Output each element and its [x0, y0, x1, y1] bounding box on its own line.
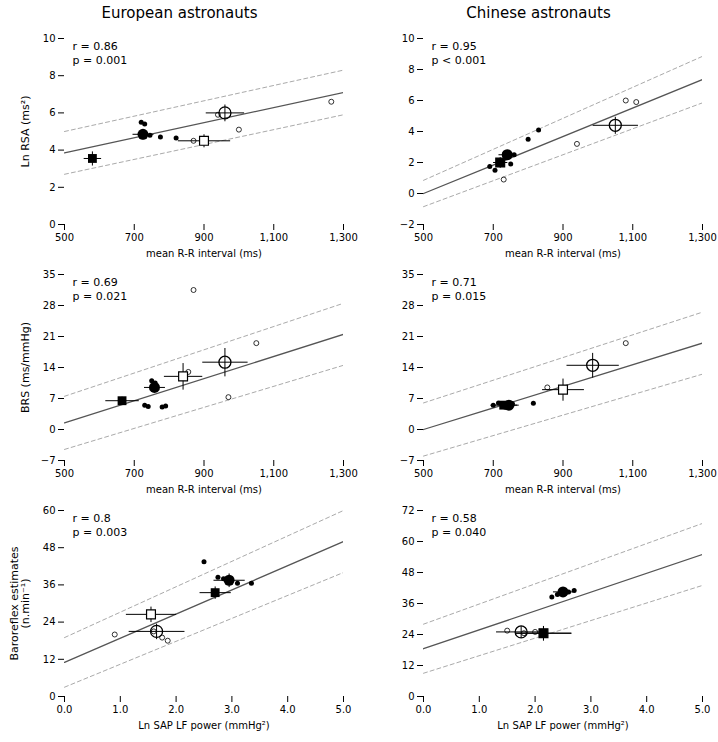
- svg-text:21: 21: [43, 331, 56, 342]
- svg-text:0: 0: [408, 424, 414, 435]
- svg-text:7: 7: [49, 393, 55, 404]
- svg-text:28: 28: [402, 300, 415, 311]
- svg-text:1.0: 1.0: [471, 704, 487, 715]
- svg-text:3.0: 3.0: [583, 704, 599, 715]
- svg-text:4: 4: [408, 126, 414, 137]
- svg-text:4: 4: [49, 144, 55, 155]
- svg-text:−7: −7: [41, 455, 56, 466]
- html-text:European astronauts: European astronauts: [101, 4, 258, 22]
- svg-text:1,300: 1,300: [688, 468, 717, 479]
- svg-text:2.0: 2.0: [168, 704, 184, 715]
- svg-text:r = 0.95: r = 0.95: [432, 40, 477, 53]
- svg-text:Ln RSA (ms²): Ln RSA (ms²): [19, 96, 32, 168]
- svg-text:900: 900: [553, 232, 572, 243]
- svg-text:p = 0.021: p = 0.021: [73, 290, 128, 303]
- svg-text:60: 60: [43, 505, 56, 516]
- svg-text:900: 900: [553, 468, 572, 479]
- svg-text:p = 0.015: p = 0.015: [432, 290, 487, 303]
- svg-text:1,100: 1,100: [618, 468, 647, 479]
- svg-text:3.0: 3.0: [224, 704, 240, 715]
- svg-text:BRS (ms/mmHg): BRS (ms/mmHg): [19, 322, 32, 413]
- svg-text:24: 24: [402, 629, 415, 640]
- svg-text:60: 60: [402, 536, 415, 547]
- html-text:Chinese astronauts: Chinese astronauts: [466, 4, 611, 22]
- svg-text:48: 48: [402, 567, 415, 578]
- svg-text:700: 700: [125, 232, 144, 243]
- svg-text:10: 10: [43, 33, 56, 44]
- svg-text:0: 0: [49, 424, 55, 435]
- svg-text:500: 500: [55, 232, 74, 243]
- svg-text:35: 35: [43, 269, 56, 280]
- svg-text:Ln SAP LF power (mmHg²): Ln SAP LF power (mmHg²): [138, 720, 270, 731]
- svg-text:8: 8: [49, 70, 55, 81]
- svg-text:mean R-R interval (ms): mean R-R interval (ms): [505, 248, 621, 259]
- svg-text:0.0: 0.0: [416, 704, 432, 715]
- svg-text:1.0: 1.0: [112, 704, 128, 715]
- svg-text:1,300: 1,300: [688, 232, 717, 243]
- svg-text:0.0: 0.0: [57, 704, 73, 715]
- svg-text:900: 900: [194, 232, 213, 243]
- svg-text:−2: −2: [400, 219, 415, 230]
- svg-text:0: 0: [408, 691, 414, 702]
- svg-text:14: 14: [43, 362, 56, 373]
- svg-text:28: 28: [43, 300, 56, 311]
- svg-text:5.0: 5.0: [336, 704, 352, 715]
- svg-text:1,100: 1,100: [259, 232, 288, 243]
- svg-text:1,100: 1,100: [259, 468, 288, 479]
- svg-text:r = 0.71: r = 0.71: [432, 276, 477, 289]
- svg-text:6: 6: [408, 95, 414, 106]
- svg-text:0: 0: [408, 188, 414, 199]
- svg-text:r = 0.58: r = 0.58: [432, 512, 477, 525]
- svg-text:p = 0.040: p = 0.040: [432, 526, 487, 539]
- svg-text:1,100: 1,100: [618, 232, 647, 243]
- svg-text:−7: −7: [400, 455, 415, 466]
- svg-text:mean R-R interval (ms): mean R-R interval (ms): [505, 484, 621, 495]
- svg-text:35: 35: [402, 269, 415, 280]
- svg-text:7: 7: [408, 393, 414, 404]
- svg-text:Ln SAP LF power (mmHg²): Ln SAP LF power (mmHg²): [497, 720, 629, 731]
- svg-text:1,300: 1,300: [329, 468, 358, 479]
- svg-text:4.0: 4.0: [280, 704, 296, 715]
- svg-text:mean R-R interval (ms): mean R-R interval (ms): [146, 248, 262, 259]
- svg-text:36: 36: [402, 598, 415, 609]
- svg-text:2: 2: [408, 157, 414, 168]
- svg-text:1,300: 1,300: [329, 232, 358, 243]
- svg-text:24: 24: [43, 616, 56, 627]
- svg-text:5.0: 5.0: [695, 704, 711, 715]
- svg-text:2.0: 2.0: [527, 704, 543, 715]
- svg-text:r = 0.86: r = 0.86: [73, 40, 118, 53]
- svg-text:8: 8: [408, 64, 414, 75]
- svg-text:700: 700: [125, 468, 144, 479]
- svg-text:r = 0.69: r = 0.69: [73, 276, 118, 289]
- svg-text:p = 0.001: p = 0.001: [73, 54, 128, 67]
- svg-text:500: 500: [55, 468, 74, 479]
- svg-text:21: 21: [402, 331, 415, 342]
- svg-text:4.0: 4.0: [639, 704, 655, 715]
- svg-text:900: 900: [194, 468, 213, 479]
- svg-text:500: 500: [414, 232, 433, 243]
- svg-text:700: 700: [484, 232, 503, 243]
- svg-text:2: 2: [49, 182, 55, 193]
- svg-text:72: 72: [402, 505, 415, 516]
- svg-text:0: 0: [49, 691, 55, 702]
- svg-text:10: 10: [402, 33, 415, 44]
- svg-text:14: 14: [402, 362, 415, 373]
- svg-text:700: 700: [484, 468, 503, 479]
- svg-text:48: 48: [43, 542, 56, 553]
- svg-text:r = 0.8: r = 0.8: [73, 512, 111, 525]
- svg-text:p < 0.001: p < 0.001: [432, 54, 487, 67]
- svg-text:36: 36: [43, 579, 56, 590]
- svg-text:500: 500: [414, 468, 433, 479]
- svg-text:0: 0: [49, 219, 55, 230]
- svg-text:Baroreflex estimates(n.min⁻¹): Baroreflex estimates(n.min⁻¹): [8, 546, 32, 660]
- svg-text:12: 12: [402, 660, 415, 671]
- svg-text:12: 12: [43, 654, 56, 665]
- svg-text:6: 6: [49, 107, 55, 118]
- svg-text:mean R-R interval (ms): mean R-R interval (ms): [146, 484, 262, 495]
- svg-text:p = 0.003: p = 0.003: [73, 526, 128, 539]
